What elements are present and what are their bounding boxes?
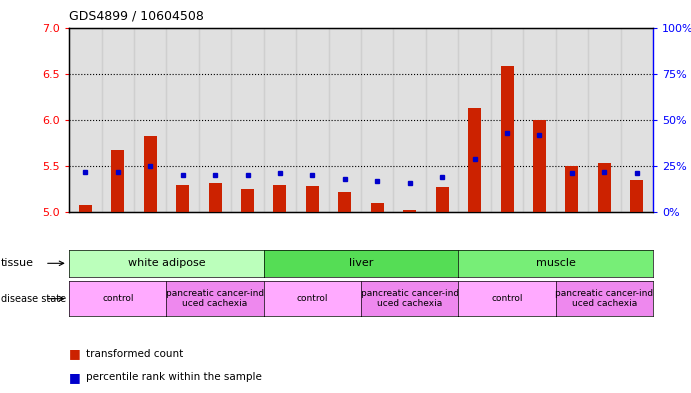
- Bar: [565, 166, 578, 212]
- Bar: [102, 28, 134, 212]
- Bar: [361, 28, 393, 212]
- Bar: [404, 210, 416, 212]
- Bar: [339, 192, 351, 212]
- Text: transformed count: transformed count: [86, 349, 184, 359]
- Bar: [329, 28, 361, 212]
- Bar: [393, 28, 426, 212]
- Bar: [209, 183, 222, 212]
- Bar: [630, 180, 643, 212]
- Bar: [296, 28, 329, 212]
- Bar: [264, 28, 296, 212]
- Bar: [371, 203, 384, 212]
- Bar: [523, 28, 556, 212]
- Bar: [79, 205, 92, 212]
- Text: pancreatic cancer-ind
uced cachexia: pancreatic cancer-ind uced cachexia: [166, 289, 264, 309]
- Bar: [588, 28, 621, 212]
- Bar: [468, 108, 481, 212]
- Text: liver: liver: [349, 258, 373, 268]
- Bar: [199, 28, 231, 212]
- Text: GDS4899 / 10604508: GDS4899 / 10604508: [69, 10, 204, 23]
- Bar: [306, 186, 319, 212]
- Bar: [458, 28, 491, 212]
- Bar: [426, 28, 458, 212]
- Text: pancreatic cancer-ind
uced cachexia: pancreatic cancer-ind uced cachexia: [361, 289, 459, 309]
- Bar: [176, 185, 189, 212]
- Bar: [241, 189, 254, 212]
- Bar: [556, 28, 588, 212]
- Bar: [231, 28, 264, 212]
- Text: percentile rank within the sample: percentile rank within the sample: [86, 372, 263, 382]
- Text: disease state: disease state: [1, 294, 66, 304]
- Bar: [598, 163, 611, 212]
- Text: control: control: [491, 294, 523, 303]
- Bar: [435, 187, 448, 212]
- Text: tissue: tissue: [1, 258, 34, 268]
- Bar: [621, 28, 653, 212]
- Bar: [500, 66, 513, 212]
- Bar: [274, 185, 287, 212]
- Text: ■: ■: [69, 371, 81, 384]
- Bar: [491, 28, 523, 212]
- Bar: [111, 151, 124, 212]
- Bar: [167, 28, 199, 212]
- Text: pancreatic cancer-ind
uced cachexia: pancreatic cancer-ind uced cachexia: [556, 289, 654, 309]
- Text: control: control: [102, 294, 133, 303]
- Text: control: control: [296, 294, 328, 303]
- Bar: [533, 120, 546, 212]
- Text: muscle: muscle: [536, 258, 576, 268]
- Bar: [134, 28, 167, 212]
- Bar: [144, 136, 157, 212]
- Text: white adipose: white adipose: [128, 258, 205, 268]
- Bar: [69, 28, 102, 212]
- Text: ■: ■: [69, 347, 81, 360]
